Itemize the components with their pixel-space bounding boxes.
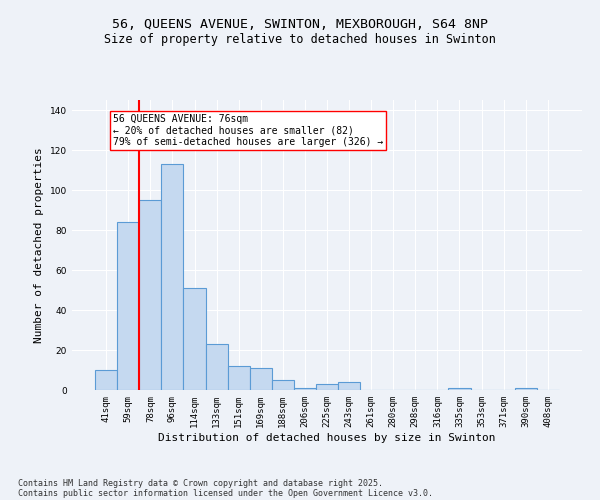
- Bar: [117, 222, 139, 390]
- Bar: [184, 288, 206, 390]
- Bar: [206, 344, 227, 390]
- Bar: [161, 164, 184, 390]
- Y-axis label: Number of detached properties: Number of detached properties: [34, 147, 44, 343]
- Text: 56, QUEENS AVENUE, SWINTON, MEXBOROUGH, S64 8NP: 56, QUEENS AVENUE, SWINTON, MEXBOROUGH, …: [112, 18, 488, 30]
- Bar: [515, 388, 537, 390]
- Text: Contains HM Land Registry data © Crown copyright and database right 2025.: Contains HM Land Registry data © Crown c…: [18, 478, 383, 488]
- Text: Size of property relative to detached houses in Swinton: Size of property relative to detached ho…: [104, 32, 496, 46]
- Bar: [139, 200, 161, 390]
- Bar: [95, 370, 117, 390]
- Bar: [316, 384, 338, 390]
- X-axis label: Distribution of detached houses by size in Swinton: Distribution of detached houses by size …: [158, 432, 496, 442]
- Bar: [227, 366, 250, 390]
- Bar: [338, 382, 360, 390]
- Bar: [448, 388, 470, 390]
- Bar: [272, 380, 294, 390]
- Text: 56 QUEENS AVENUE: 76sqm
← 20% of detached houses are smaller (82)
79% of semi-de: 56 QUEENS AVENUE: 76sqm ← 20% of detache…: [113, 114, 383, 147]
- Bar: [294, 388, 316, 390]
- Text: Contains public sector information licensed under the Open Government Licence v3: Contains public sector information licen…: [18, 488, 433, 498]
- Bar: [250, 368, 272, 390]
